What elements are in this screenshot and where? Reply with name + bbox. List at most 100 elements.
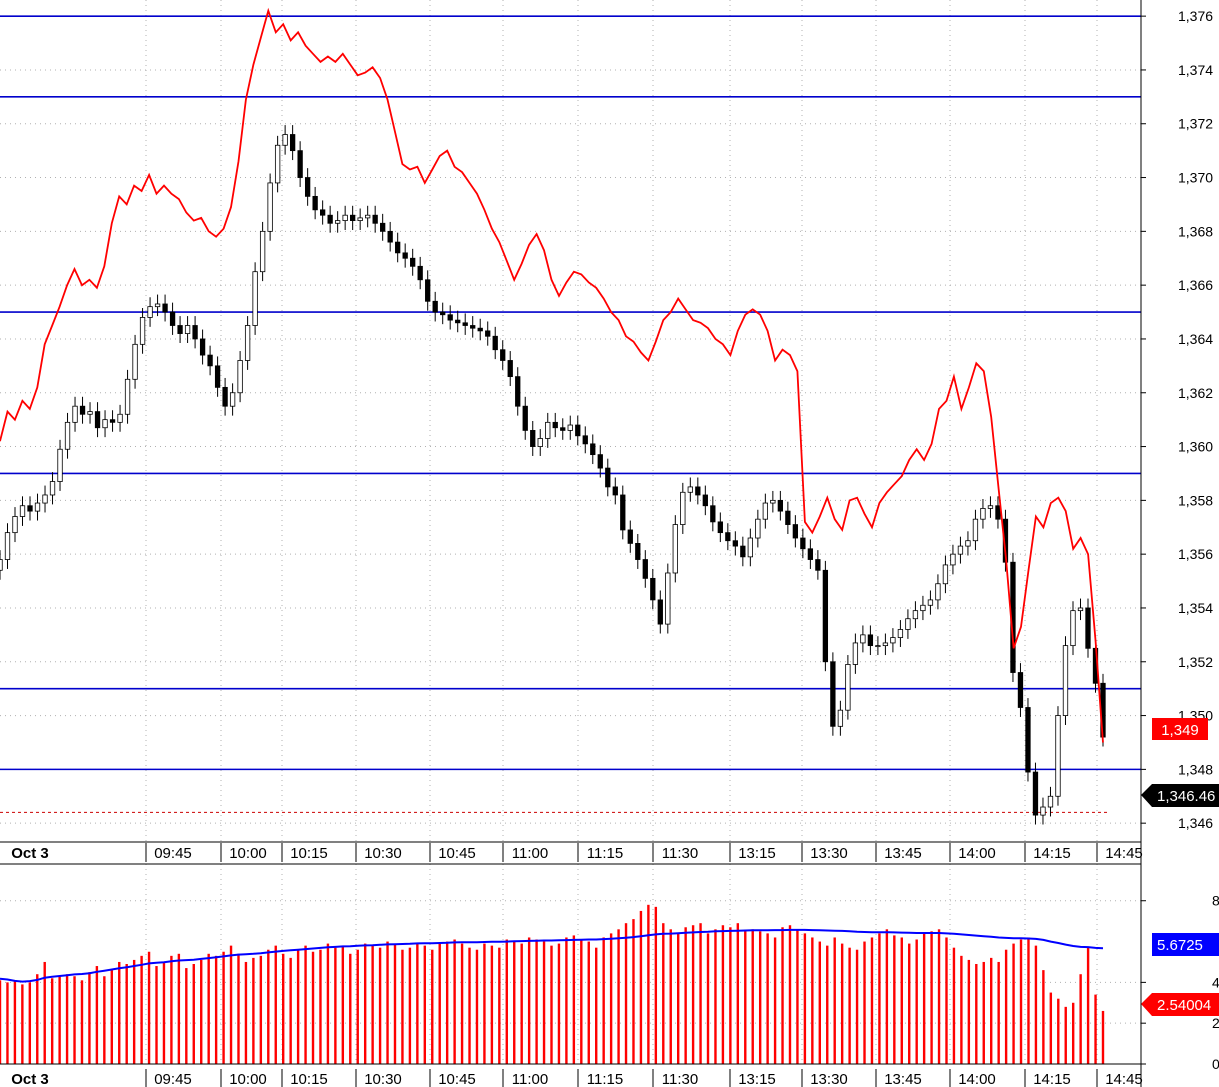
volume-bar <box>326 943 330 1064</box>
candle-body <box>785 510 791 525</box>
volume-bar <box>118 961 121 1064</box>
volume-bar <box>796 929 799 1064</box>
x-tick-label: 10:15 <box>290 845 328 862</box>
candle-body <box>42 494 48 504</box>
volume-bar <box>244 961 248 1064</box>
volume-bar <box>438 943 441 1064</box>
volume-y-axis: 0 2 4 8 <box>1141 893 1219 1072</box>
candle-body <box>387 230 393 243</box>
candle-body <box>192 325 198 340</box>
candle-body <box>117 413 123 423</box>
candle-body <box>972 518 979 542</box>
x-tick-label: 09:45 <box>154 845 192 862</box>
candle-body <box>477 327 483 332</box>
volume-bar <box>617 929 620 1064</box>
candle-body <box>1062 645 1069 716</box>
candle-body <box>1085 607 1091 649</box>
candle-body <box>1025 707 1031 773</box>
candle-body <box>957 545 964 555</box>
candle-body <box>1055 715 1061 797</box>
x-tick-label: 10:00 <box>229 1071 267 1087</box>
candle-body <box>597 454 603 469</box>
candle-body <box>312 195 318 211</box>
price-tick-label: 1,376 <box>1178 8 1213 24</box>
candle-body <box>199 338 206 356</box>
candle-body <box>920 604 926 612</box>
volume-bar <box>110 970 113 1064</box>
volume-bar <box>132 959 136 1064</box>
volume-bar <box>1079 974 1082 1064</box>
price-tick-label: 1,354 <box>1178 600 1213 616</box>
volume-bar <box>431 949 434 1064</box>
candle-body <box>229 392 236 407</box>
volume-bar <box>758 931 762 1064</box>
candle-body <box>109 419 116 423</box>
x-tick-label: 11:00 <box>512 845 548 862</box>
candle-body <box>289 134 296 152</box>
x-tick-label: 13:15 <box>738 845 776 862</box>
candle-body <box>470 325 476 329</box>
volume-bar <box>1094 994 1097 1064</box>
volume-bar <box>229 945 233 1064</box>
volume-bar <box>736 923 740 1064</box>
candle-body <box>882 642 889 647</box>
volume-bar <box>602 937 605 1064</box>
x-tick-label: 10:30 <box>364 1071 402 1087</box>
candle-body <box>522 405 528 431</box>
candle-body <box>897 629 904 638</box>
volume-bar <box>535 939 538 1064</box>
volume-bar <box>990 957 993 1064</box>
candle-body <box>124 378 131 415</box>
candle-body <box>942 564 949 585</box>
volume-bar <box>214 955 218 1064</box>
x-tick-label: Oct 3 <box>11 1071 49 1087</box>
candle-body <box>642 559 648 579</box>
candle-body <box>1040 806 1046 816</box>
candle-body <box>417 265 423 281</box>
volume-bar <box>811 937 814 1064</box>
candle-body <box>650 577 656 601</box>
candle-body <box>507 360 513 378</box>
candle-body <box>575 424 581 437</box>
volume-bar <box>319 949 322 1064</box>
candle-body <box>605 467 611 488</box>
candle-body <box>837 709 844 727</box>
candle-body <box>0 559 3 571</box>
volume-bar <box>587 941 590 1064</box>
candle-body <box>87 411 93 415</box>
candle-body <box>875 645 881 648</box>
volume-bar <box>140 955 143 1064</box>
volume-bar <box>684 927 687 1064</box>
volume-bar <box>527 937 531 1064</box>
volume-bar <box>1049 992 1053 1064</box>
candle-body <box>304 177 311 197</box>
volume-bar <box>28 982 32 1064</box>
price-panel: 1,3461,3481,3501,3521,3541,3561,3581,360… <box>0 0 1219 842</box>
volume-bar <box>371 945 374 1064</box>
volume-bar <box>0 980 2 1064</box>
candle-body <box>297 150 303 178</box>
candle-body <box>657 599 663 625</box>
candle-body <box>905 618 911 630</box>
price-tick-label: 1,348 <box>1178 761 1213 777</box>
candle-body <box>830 661 836 727</box>
volume-bar <box>1086 947 1090 1064</box>
volume-bar <box>490 945 494 1064</box>
volume-tick-label: 4 <box>1212 974 1219 990</box>
candle-body <box>259 230 266 273</box>
volume-bar <box>1101 1010 1105 1064</box>
x-tick-label: Oct 3 <box>11 845 49 862</box>
candle-body <box>1077 607 1084 612</box>
volume-bar <box>498 947 501 1064</box>
x-tick-label: 13:45 <box>884 845 922 862</box>
candle-body <box>1047 795 1054 808</box>
x-tick-label: 14:45 <box>1105 845 1143 862</box>
candle-body <box>267 182 273 232</box>
volume-bar <box>334 947 337 1064</box>
volume-bar <box>669 929 672 1064</box>
x-tick-label: 11:00 <box>512 1071 548 1087</box>
candle-body <box>184 325 191 334</box>
candle-body <box>94 411 101 429</box>
candle-body <box>912 610 919 620</box>
volume-avg-badge-bg <box>1152 933 1219 956</box>
